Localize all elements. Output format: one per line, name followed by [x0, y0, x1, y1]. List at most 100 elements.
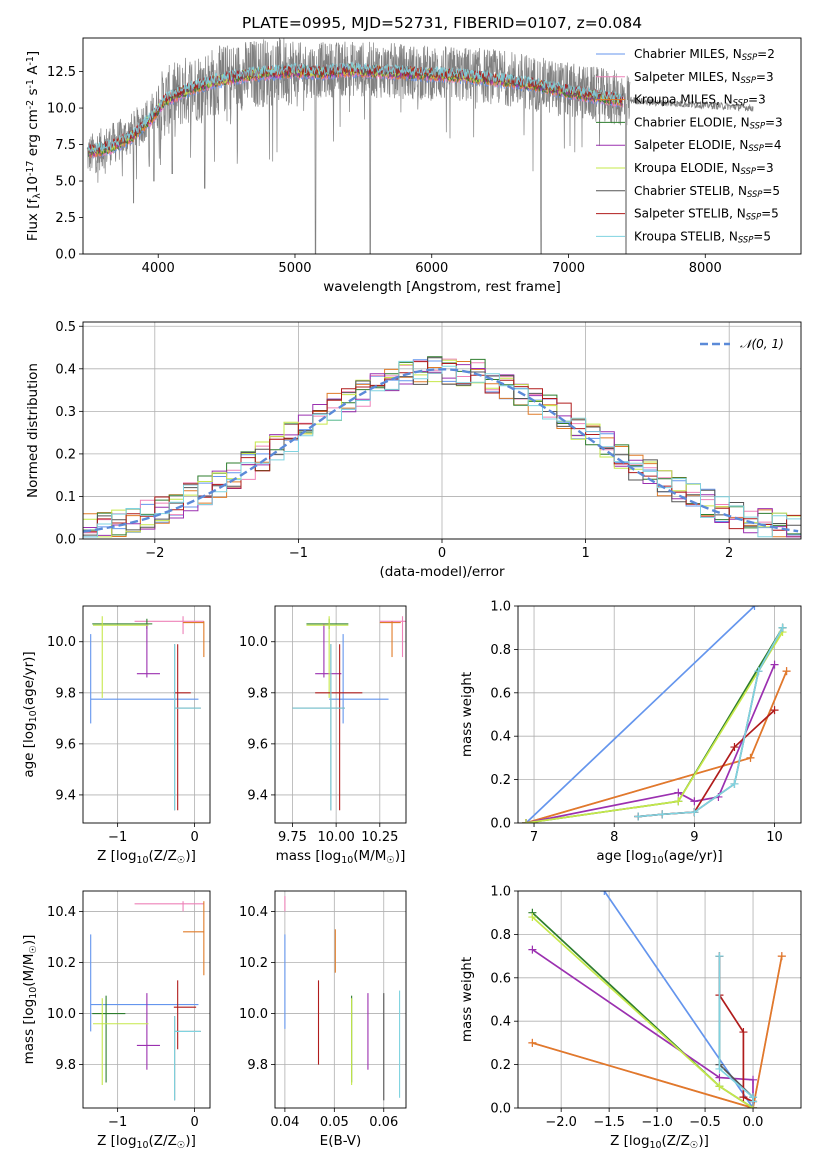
y-tick-label: 0.5 [55, 320, 76, 335]
mass-weight-point-8-4 [754, 667, 763, 676]
x-tick-label: 8 [610, 830, 618, 845]
x-tick-label: 7 [530, 830, 538, 845]
y-axis-label: age [log10(age/yr)] [21, 651, 39, 777]
spectrum-panel: 4000 5000 6000 7000 8000 0.0 2.5 5.0 7.5 10.0 12.5… [25, 37, 802, 295]
y-tick-label: 10.2 [239, 956, 268, 971]
x-axis-label: Z [log10(Z/Z☉)] [97, 1133, 196, 1151]
y-tick-label: 9.8 [247, 686, 268, 701]
mass_weight_vs_age-axes-frame [517, 605, 802, 824]
mass-weight-point-2-0 [528, 1038, 537, 1047]
y-tick-label: 12.5 [47, 65, 76, 80]
y-axis-label: Flux [fλ10-17 erg cm-2 s-1 A-1] [25, 51, 43, 241]
mass_vs_ebv-panel: 0.04 0.05 0.06 9.8 10.0 10.2 10.4 E(B-V) [239, 890, 407, 1149]
mass_weight_vs_z-axes-frame [517, 890, 802, 1109]
histogram-3 [83, 356, 801, 539]
mass-weight-point-5-0 [528, 913, 537, 922]
histograms [83, 356, 801, 539]
x-axis-label: mass [log10(M/M☉)] [276, 848, 406, 866]
observed-spectrum-red [629, 96, 754, 112]
age_vs_z-panel: −1 0 9.4 9.6 9.8 10.0 Z [log10(Z/Z☉)] age [log1… [21, 605, 211, 866]
y-tick-label: 0.6 [490, 686, 511, 701]
x-tick-label: 10.25 [361, 830, 398, 845]
y-tick-label: 10.0 [47, 1007, 76, 1022]
y-tick-label: 0.2 [490, 1058, 511, 1073]
y-tick-label: 0.8 [490, 643, 511, 658]
x-tick-label: −2 [145, 546, 164, 561]
y-tick-label: 10.4 [47, 905, 76, 920]
y-tick-label: 0.6 [490, 971, 511, 986]
age_vs_mass-panel: 9.75 10.00 10.25 9.4 9.6 9.8 10.0 mass [log10(M… [239, 605, 407, 866]
mass_vs_ebv-marks [284, 896, 401, 1101]
legend-label-2: Kroupa MILES, NSSP=3 [634, 93, 766, 108]
x-tick-label: 1 [581, 546, 589, 561]
y-tick-label: 0.4 [55, 362, 76, 377]
legend-label-5: Kroupa ELODIE, NSSP=3 [634, 161, 774, 176]
y-tick-label: 9.4 [55, 788, 76, 803]
legend-label-4: Salpeter ELODIE, NSSP=4 [634, 138, 782, 153]
mass-weight-point-8-3 [730, 779, 739, 788]
x-tick-label: 6000 [415, 261, 448, 276]
x-tick-label: −1 [289, 546, 308, 561]
y-axis-label: mass weight [459, 672, 475, 757]
mass-weight-point-7-4 [770, 706, 779, 715]
mass-weight-point-5-1 [674, 797, 683, 806]
x-tick-label: 0.06 [369, 1115, 398, 1130]
x-axis-label: wavelength [Angstrom, rest frame] [323, 279, 561, 295]
y-tick-label: 0.0 [490, 817, 511, 832]
x-axis-label: (data-model)/error [379, 564, 505, 580]
y-tick-label: 7.5 [55, 138, 76, 153]
x-tick-label: 5000 [278, 261, 311, 276]
x-tick-label: −1.5 [593, 1115, 625, 1130]
residuals-panel: −2 −1 0 1 2 0.0 0.1 0.2 0.3 0.4 0.5 (data-model)/er… [25, 320, 802, 580]
y-tick-label: 10.4 [239, 905, 268, 920]
legend-label-3: Chabrier ELODIE, NSSP=3 [634, 115, 783, 130]
mass_weight_vs_z-lines [528, 891, 786, 1108]
spectrum-axes-frame [82, 37, 802, 255]
mass-weight-point-2-2 [777, 952, 786, 961]
y-axis-label: mass [log10(M/M☉)] [21, 935, 39, 1065]
mass_vs_z-panel: −1 0 9.8 10.0 10.2 10.4 Z [log10(Z/Z☉)] mass [l… [21, 890, 211, 1151]
mass-weight-point-8-1 [658, 810, 667, 819]
y-axis-label: Normed distribution [25, 363, 41, 498]
x-tick-label: 2 [725, 546, 733, 561]
model-spectrum-8 [88, 62, 624, 153]
mass-weight-point-7-3 [739, 1093, 748, 1102]
y-tick-label: 9.8 [247, 1058, 268, 1073]
mass_weight_vs_age-lines [522, 606, 791, 823]
y-tick-label: 9.8 [55, 686, 76, 701]
mass-weight-line-2 [532, 955, 783, 1108]
mass-weight-point-7-2 [739, 1028, 748, 1037]
x-tick-label: −0.5 [689, 1115, 721, 1130]
x-tick-label: 10 [766, 830, 783, 845]
x-tick-label: 0 [438, 546, 446, 561]
y-tick-label: 10.0 [239, 635, 268, 650]
mass_vs_ebv-axes-frame [274, 890, 407, 1109]
age_vs_mass-plot-area [275, 606, 406, 823]
mass-weight-point-7-3 [730, 743, 739, 752]
legend-label-0: Chabrier MILES, NSSP=2 [634, 47, 775, 62]
mass_vs_ebv-plot-area [275, 891, 406, 1108]
y-tick-label: 10.0 [47, 635, 76, 650]
y-axis-label: mass weight [459, 957, 475, 1042]
y-tick-label: 0.4 [490, 730, 511, 745]
mass-weight-point-8-1 [715, 1064, 724, 1073]
mass-weight-point-0-1 [750, 606, 759, 610]
figure-title: PLATE=0995, MJD=52731, FIBERID=0107, z=0… [242, 14, 642, 32]
y-tick-label: 0.0 [490, 1102, 511, 1117]
y-tick-label: 0.2 [55, 447, 76, 462]
mass-weight-point-8-5 [778, 623, 787, 632]
mass_vs_z-marks [90, 901, 205, 1101]
mass-weight-point-4-4 [770, 660, 779, 669]
mass-weight-line-0 [603, 891, 754, 1108]
age_vs_mass-marks [292, 616, 406, 811]
mass_weight_vs_age-panel: 7 8 9 10 0.0 0.2 0.4 0.6 0.8 1.0 age [log10(age/yr… [459, 600, 802, 866]
age_vs_mass-axes-frame [274, 605, 407, 824]
mass-weight-point-8-3 [749, 1097, 758, 1106]
mass_weight_vs_z-panel: −2.0 −1.5 −1.0 −0.5 0.0 0.0 0.2 0.4 0.6 0.8 1.0 Z [… [459, 885, 802, 1151]
y-tick-label: 10.0 [47, 102, 76, 117]
x-tick-label: −1 [108, 1115, 127, 1130]
x-axis-label: age [log10(age/yr)] [596, 848, 722, 866]
y-tick-label: 1.0 [490, 885, 511, 900]
x-tick-label: 0.05 [320, 1115, 349, 1130]
